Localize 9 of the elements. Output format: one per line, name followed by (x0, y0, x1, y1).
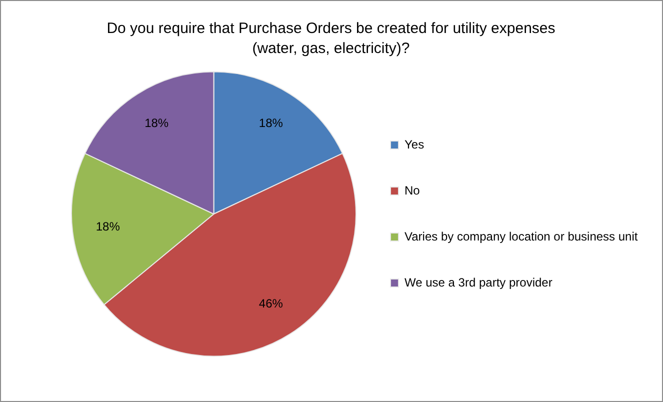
data-label: 18% (144, 116, 169, 130)
data-label: 18% (96, 220, 120, 234)
legend-label: Yes (404, 137, 424, 152)
legend-label: No (404, 183, 420, 198)
legend-label: Varies by company location or business unit (404, 229, 638, 244)
legend-label: We use a 3rd party provider (404, 275, 552, 290)
data-label: 46% (258, 296, 284, 310)
chart-title: Do you require that Purchase Orders be created for utility expenses (water, gas, electricity)? (106, 19, 556, 59)
data-label: 18% (258, 116, 284, 130)
